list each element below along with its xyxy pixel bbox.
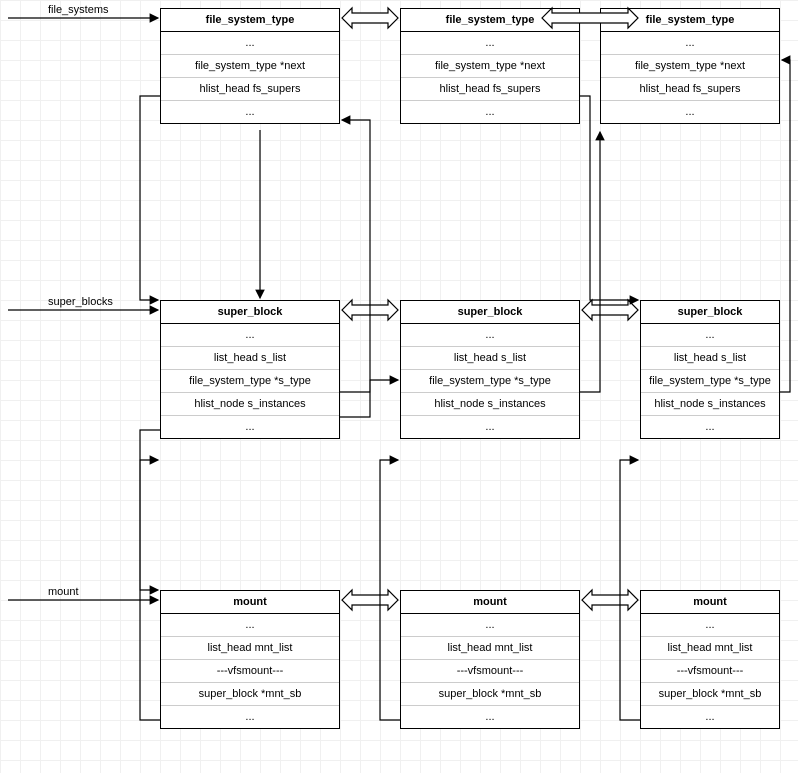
node-title: file_system_type <box>401 9 579 32</box>
node-field: ---vfsmount--- <box>641 660 779 683</box>
node-field: hlist_head fs_supers <box>601 78 779 101</box>
node-title: super_block <box>401 301 579 324</box>
node-mnt-1: mount ... list_head mnt_list ---vfsmount… <box>160 590 340 729</box>
node-fst-3: file_system_type ... file_system_type *n… <box>600 8 780 124</box>
node-field: ... <box>601 101 779 123</box>
node-title: mount <box>401 591 579 614</box>
label-super-blocks: super_blocks <box>48 296 113 308</box>
node-field: ... <box>401 324 579 347</box>
node-field: ---vfsmount--- <box>161 660 339 683</box>
node-field: ... <box>161 101 339 123</box>
node-field: hlist_head fs_supers <box>161 78 339 101</box>
node-field: ... <box>641 416 779 438</box>
node-field: ... <box>161 416 339 438</box>
node-field: file_system_type *s_type <box>641 370 779 393</box>
node-field: ---vfsmount--- <box>401 660 579 683</box>
node-field: file_system_type *s_type <box>161 370 339 393</box>
node-field: file_system_type *next <box>601 55 779 78</box>
node-title: super_block <box>161 301 339 324</box>
node-field: ... <box>401 32 579 55</box>
node-field: list_head s_list <box>401 347 579 370</box>
node-field: list_head s_list <box>641 347 779 370</box>
node-sb-2: super_block ... list_head s_list file_sy… <box>400 300 580 439</box>
node-field: file_system_type *next <box>401 55 579 78</box>
label-file-systems: file_systems <box>48 4 109 16</box>
node-title: mount <box>161 591 339 614</box>
node-field: ... <box>161 614 339 637</box>
node-mnt-2: mount ... list_head mnt_list ---vfsmount… <box>400 590 580 729</box>
node-fst-1: file_system_type ... file_system_type *n… <box>160 8 340 124</box>
node-field: ... <box>401 706 579 728</box>
node-fst-2: file_system_type ... file_system_type *n… <box>400 8 580 124</box>
node-title: file_system_type <box>161 9 339 32</box>
node-field: hlist_node s_instances <box>641 393 779 416</box>
node-field: ... <box>641 706 779 728</box>
node-title: mount <box>641 591 779 614</box>
node-mnt-3: mount ... list_head mnt_list ---vfsmount… <box>640 590 780 729</box>
node-field: hlist_head fs_supers <box>401 78 579 101</box>
node-field: ... <box>601 32 779 55</box>
node-field: ... <box>161 706 339 728</box>
node-field: list_head s_list <box>161 347 339 370</box>
node-title: super_block <box>641 301 779 324</box>
node-sb-1: super_block ... list_head s_list file_sy… <box>160 300 340 439</box>
node-field: ... <box>401 101 579 123</box>
node-field: ... <box>401 416 579 438</box>
node-field: hlist_node s_instances <box>401 393 579 416</box>
node-field: ... <box>641 614 779 637</box>
node-field: file_system_type *s_type <box>401 370 579 393</box>
node-field: ... <box>161 324 339 347</box>
node-field: ... <box>401 614 579 637</box>
node-field: ... <box>161 32 339 55</box>
node-field: super_block *mnt_sb <box>641 683 779 706</box>
node-field: hlist_node s_instances <box>161 393 339 416</box>
node-field: ... <box>641 324 779 347</box>
node-field: list_head mnt_list <box>161 637 339 660</box>
node-field: super_block *mnt_sb <box>161 683 339 706</box>
label-mount: mount <box>48 586 79 598</box>
node-sb-3: super_block ... list_head s_list file_sy… <box>640 300 780 439</box>
node-field: list_head mnt_list <box>641 637 779 660</box>
node-title: file_system_type <box>601 9 779 32</box>
node-field: super_block *mnt_sb <box>401 683 579 706</box>
node-field: list_head mnt_list <box>401 637 579 660</box>
node-field: file_system_type *next <box>161 55 339 78</box>
